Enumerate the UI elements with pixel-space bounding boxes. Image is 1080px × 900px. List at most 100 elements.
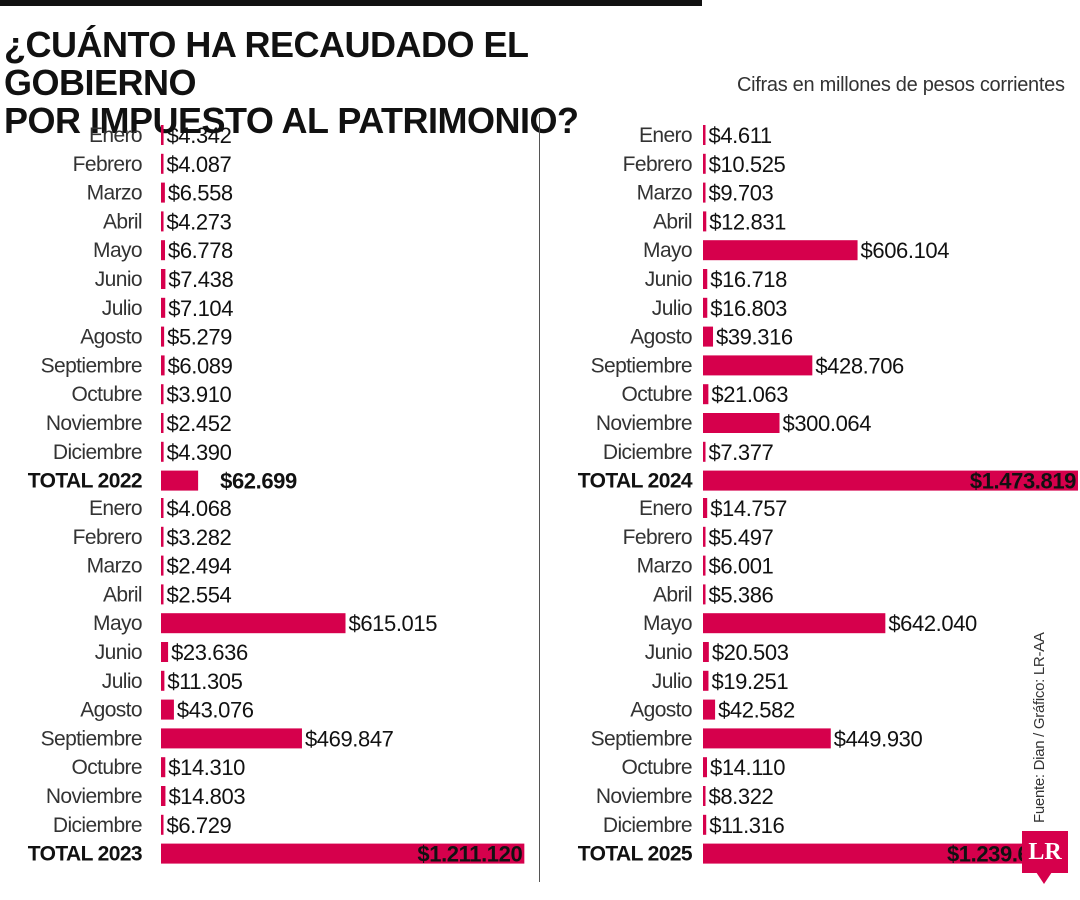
bar xyxy=(161,555,164,576)
month-label: Julio xyxy=(652,297,692,320)
panel-total-2024: Enero $4.611 Febrero $10.525 Marzo $9.703 Abri… xyxy=(578,123,1078,494)
month-label: Diciembre xyxy=(603,441,692,464)
value-label: $14.110 xyxy=(710,755,785,780)
value-label: $6.089 xyxy=(168,353,233,378)
value-label: $6.001 xyxy=(709,554,774,579)
bar xyxy=(161,757,166,778)
value-label: $10.525 xyxy=(709,152,786,177)
month-label: Enero xyxy=(89,497,142,520)
bar xyxy=(703,384,709,405)
panel-total-2023: Enero $4.068 Febrero $3.282 Marzo $2.494 Abril… xyxy=(28,496,525,867)
value-label: $7.104 xyxy=(168,296,233,321)
bar xyxy=(161,814,164,835)
value-label: $5.386 xyxy=(709,582,774,607)
bar xyxy=(703,441,706,462)
bar xyxy=(161,526,164,547)
value-label: $4.342 xyxy=(167,123,232,148)
value-label: $4.273 xyxy=(167,209,232,234)
month-label: Septiembre xyxy=(41,727,142,750)
bar xyxy=(703,240,858,261)
bar xyxy=(161,326,165,347)
bar xyxy=(703,526,706,547)
value-label: $300.064 xyxy=(783,411,872,436)
total-label: TOTAL 2025 xyxy=(578,843,693,866)
month-label: Agosto xyxy=(630,699,692,722)
bar xyxy=(703,269,708,289)
bar xyxy=(161,413,164,433)
month-label: Marzo xyxy=(87,555,142,578)
month-label: Junio xyxy=(95,268,142,291)
total-value-label: $1.473.819 xyxy=(970,469,1076,494)
value-label: $2.554 xyxy=(167,582,232,607)
month-label: Septiembre xyxy=(41,354,142,377)
bar xyxy=(703,613,886,634)
bar xyxy=(703,642,709,662)
bar xyxy=(703,125,706,145)
month-label: Julio xyxy=(102,297,142,320)
panel-total-2025: Enero $14.757 Febrero $5.497 Marzo $6.001 Abri… xyxy=(578,496,1056,867)
month-label: Abril xyxy=(103,210,142,233)
value-label: $9.703 xyxy=(709,181,774,206)
value-label: $5.497 xyxy=(709,525,774,550)
value-label: $2.494 xyxy=(167,554,232,579)
month-label: Junio xyxy=(645,641,692,664)
month-label: Junio xyxy=(95,641,142,664)
column-divider xyxy=(539,114,540,882)
month-label: Julio xyxy=(102,670,142,693)
value-label: $428.706 xyxy=(815,353,904,378)
bar xyxy=(703,153,706,174)
month-label: Diciembre xyxy=(53,441,142,464)
bar xyxy=(161,297,166,318)
total-label: TOTAL 2022 xyxy=(28,470,142,493)
bar xyxy=(161,613,346,634)
bar xyxy=(161,211,164,232)
total-value-label: $1.211.120 xyxy=(417,842,522,867)
month-label: Marzo xyxy=(637,555,692,578)
bar xyxy=(161,441,164,462)
month-label: Enero xyxy=(639,124,692,147)
value-label: $4.390 xyxy=(167,440,232,465)
month-label: Mayo xyxy=(643,239,692,262)
month-label: Noviembre xyxy=(596,412,692,435)
bar xyxy=(703,326,714,347)
total-value-label: $62.699 xyxy=(220,469,297,494)
bar xyxy=(703,355,813,376)
top-rule xyxy=(0,0,702,6)
month-label: Febrero xyxy=(623,526,692,549)
title-line-1: ¿CUÁNTO HA RECAUDADO EL GOBIERNO xyxy=(4,24,528,103)
value-label: $5.279 xyxy=(167,325,232,350)
month-label: Mayo xyxy=(93,239,142,262)
month-label: Febrero xyxy=(623,153,692,176)
month-label: Agosto xyxy=(80,699,142,722)
value-label: $11.305 xyxy=(167,669,242,694)
value-label: $14.757 xyxy=(710,496,787,521)
month-label: Septiembre xyxy=(591,354,692,377)
value-label: $469.847 xyxy=(305,726,394,751)
month-label: Marzo xyxy=(87,182,142,205)
month-label: Diciembre xyxy=(603,814,692,837)
bar xyxy=(703,498,708,518)
bar xyxy=(161,125,164,145)
month-label: Febrero xyxy=(73,153,142,176)
chart-title: ¿CUÁNTO HA RECAUDADO EL GOBIERNO POR IMP… xyxy=(4,26,724,140)
bar xyxy=(703,814,707,835)
value-label: $2.452 xyxy=(167,411,232,436)
bar xyxy=(161,728,302,749)
bar xyxy=(161,642,169,662)
bar xyxy=(161,498,164,518)
bar xyxy=(161,699,174,720)
value-label: $642.040 xyxy=(888,611,977,636)
bar xyxy=(161,153,164,174)
month-label: Abril xyxy=(103,583,142,606)
month-label: Noviembre xyxy=(46,412,142,435)
value-label: $3.282 xyxy=(167,525,232,550)
value-label: $21.063 xyxy=(711,382,788,407)
lr-logo: LR xyxy=(1022,831,1068,873)
title-line-2: POR IMPUESTO AL PATRIMONIO? xyxy=(4,100,579,141)
total-bar xyxy=(703,470,1078,491)
month-label: Julio xyxy=(652,670,692,693)
value-label: $3.910 xyxy=(167,382,232,407)
bar xyxy=(703,182,706,203)
value-label: $14.310 xyxy=(168,755,245,780)
month-label: Abril xyxy=(653,583,692,606)
